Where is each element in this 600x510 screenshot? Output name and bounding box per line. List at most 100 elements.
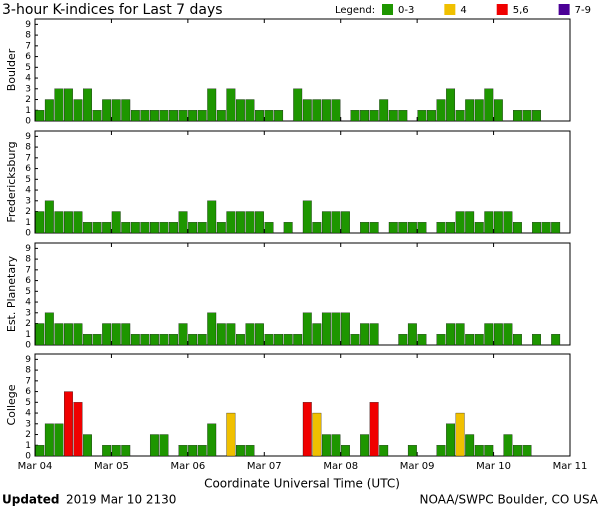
bar	[493, 323, 503, 346]
legend-swatch	[382, 4, 393, 15]
bar	[44, 99, 54, 122]
x-tick-label: Mar 10	[476, 461, 511, 472]
bar	[331, 434, 341, 457]
bar	[149, 434, 159, 457]
bar	[465, 434, 475, 457]
bar	[302, 99, 312, 122]
updated-label: Updated	[2, 493, 60, 507]
bar	[92, 110, 102, 122]
bar	[159, 334, 169, 346]
bar	[73, 99, 83, 122]
bar	[35, 445, 45, 457]
y-tick-label: 1	[25, 441, 31, 451]
bar	[321, 312, 331, 346]
y-tick-label: 3	[25, 196, 31, 206]
y-tick-label: 3	[25, 308, 31, 318]
bar	[102, 445, 112, 457]
bar	[92, 222, 102, 234]
y-tick-label: 0	[25, 229, 31, 239]
y-tick-label: 8	[25, 366, 31, 376]
y-tick-label: 4	[25, 298, 31, 308]
bar	[532, 110, 541, 122]
panel-frame	[34, 353, 571, 457]
bar	[207, 312, 217, 346]
bar	[407, 445, 417, 457]
bar	[235, 99, 245, 122]
bar	[522, 110, 532, 122]
bar	[35, 323, 45, 346]
bar	[169, 222, 178, 234]
bar	[446, 88, 456, 122]
bar	[44, 423, 54, 457]
bar	[455, 211, 465, 234]
bar	[331, 211, 341, 234]
panel-label: College	[5, 384, 18, 425]
panel-frame	[34, 242, 571, 346]
bar	[493, 99, 503, 122]
bar	[140, 334, 150, 346]
bar	[455, 412, 465, 457]
bar	[465, 211, 475, 234]
bar	[255, 211, 264, 234]
x-tick-label: Mar 07	[247, 461, 282, 472]
y-tick-label: 8	[25, 143, 31, 153]
bar	[102, 222, 112, 234]
bar	[513, 445, 522, 457]
bar	[369, 110, 379, 122]
source: NOAA/SWPC Boulder, CO USA	[420, 493, 599, 507]
y-tick-label: 2	[25, 207, 31, 217]
y-tick-label: 2	[25, 95, 31, 105]
bar	[283, 222, 293, 234]
bar	[197, 110, 207, 122]
bar	[513, 110, 522, 122]
bar	[341, 312, 350, 346]
y-tick-label: 3	[25, 84, 31, 94]
bar	[44, 312, 54, 346]
bar	[130, 222, 140, 234]
x-tick-label: Mar 11	[553, 461, 588, 472]
bar	[235, 445, 245, 457]
bar	[35, 211, 45, 234]
bar	[302, 200, 312, 234]
y-tick-label: 1	[25, 330, 31, 340]
y-tick-label: 0	[25, 452, 31, 462]
bar	[245, 211, 255, 234]
bar	[417, 334, 427, 346]
bar	[360, 110, 370, 122]
bar	[331, 99, 341, 122]
bar	[503, 323, 513, 346]
bar	[121, 323, 131, 346]
bar	[446, 222, 456, 234]
bar	[44, 200, 54, 234]
bar	[350, 110, 360, 122]
y-tick-label: 5	[25, 63, 31, 73]
panel-frame	[34, 18, 571, 122]
bar	[274, 334, 284, 346]
bar	[503, 434, 513, 457]
bar	[169, 334, 178, 346]
bar	[388, 110, 398, 122]
bar	[64, 88, 73, 122]
y-tick-label: 9	[25, 355, 31, 365]
y-tick-label: 7	[25, 153, 31, 163]
bar	[130, 334, 140, 346]
bar	[532, 334, 541, 346]
bar	[169, 110, 178, 122]
bar	[54, 423, 64, 457]
bar	[321, 99, 331, 122]
bar	[388, 222, 398, 234]
y-tick-label: 6	[25, 276, 31, 286]
bar	[283, 334, 293, 346]
legend-label: 4	[460, 5, 466, 16]
bar	[484, 445, 494, 457]
y-tick-label: 6	[25, 52, 31, 62]
bar	[465, 99, 475, 122]
bar	[216, 110, 226, 122]
bar	[455, 323, 465, 346]
bar	[331, 312, 341, 346]
legend-title: Legend:	[335, 5, 375, 16]
bar	[379, 445, 389, 457]
bar	[178, 445, 188, 457]
bar	[159, 434, 169, 457]
